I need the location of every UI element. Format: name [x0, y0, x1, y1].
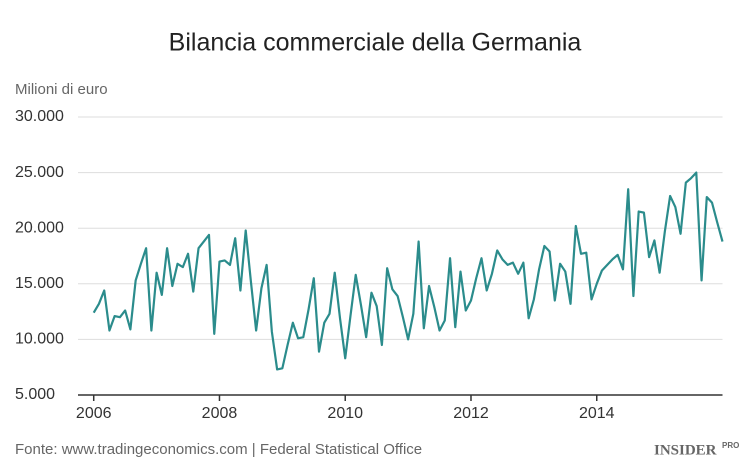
logo-sup: PRO [722, 441, 739, 450]
x-tick-label: 2006 [76, 405, 112, 422]
x-tick-label: 2008 [202, 405, 238, 422]
y-tick-label: 25.000 [15, 164, 64, 181]
source: Fonte: www.tradingeconomics.com | Federa… [15, 441, 422, 458]
y-axis-label: Milioni di euro [15, 81, 108, 98]
x-tick-label: 2012 [453, 405, 489, 422]
y-tick-label: 30.000 [15, 108, 64, 125]
y-tick-label: 15.000 [15, 275, 64, 292]
x-tick-label: 2014 [579, 405, 615, 422]
y-tick-label: 20.000 [15, 219, 64, 236]
logo: INSIDER [654, 442, 717, 458]
x-tick-label: 2010 [327, 405, 363, 422]
y-tick-label: 5.000 [15, 386, 55, 403]
y-tick-label: 10.000 [15, 331, 64, 348]
chart-title: Bilancia commerciale della Germania [169, 29, 582, 57]
data-line [92, 171, 724, 371]
